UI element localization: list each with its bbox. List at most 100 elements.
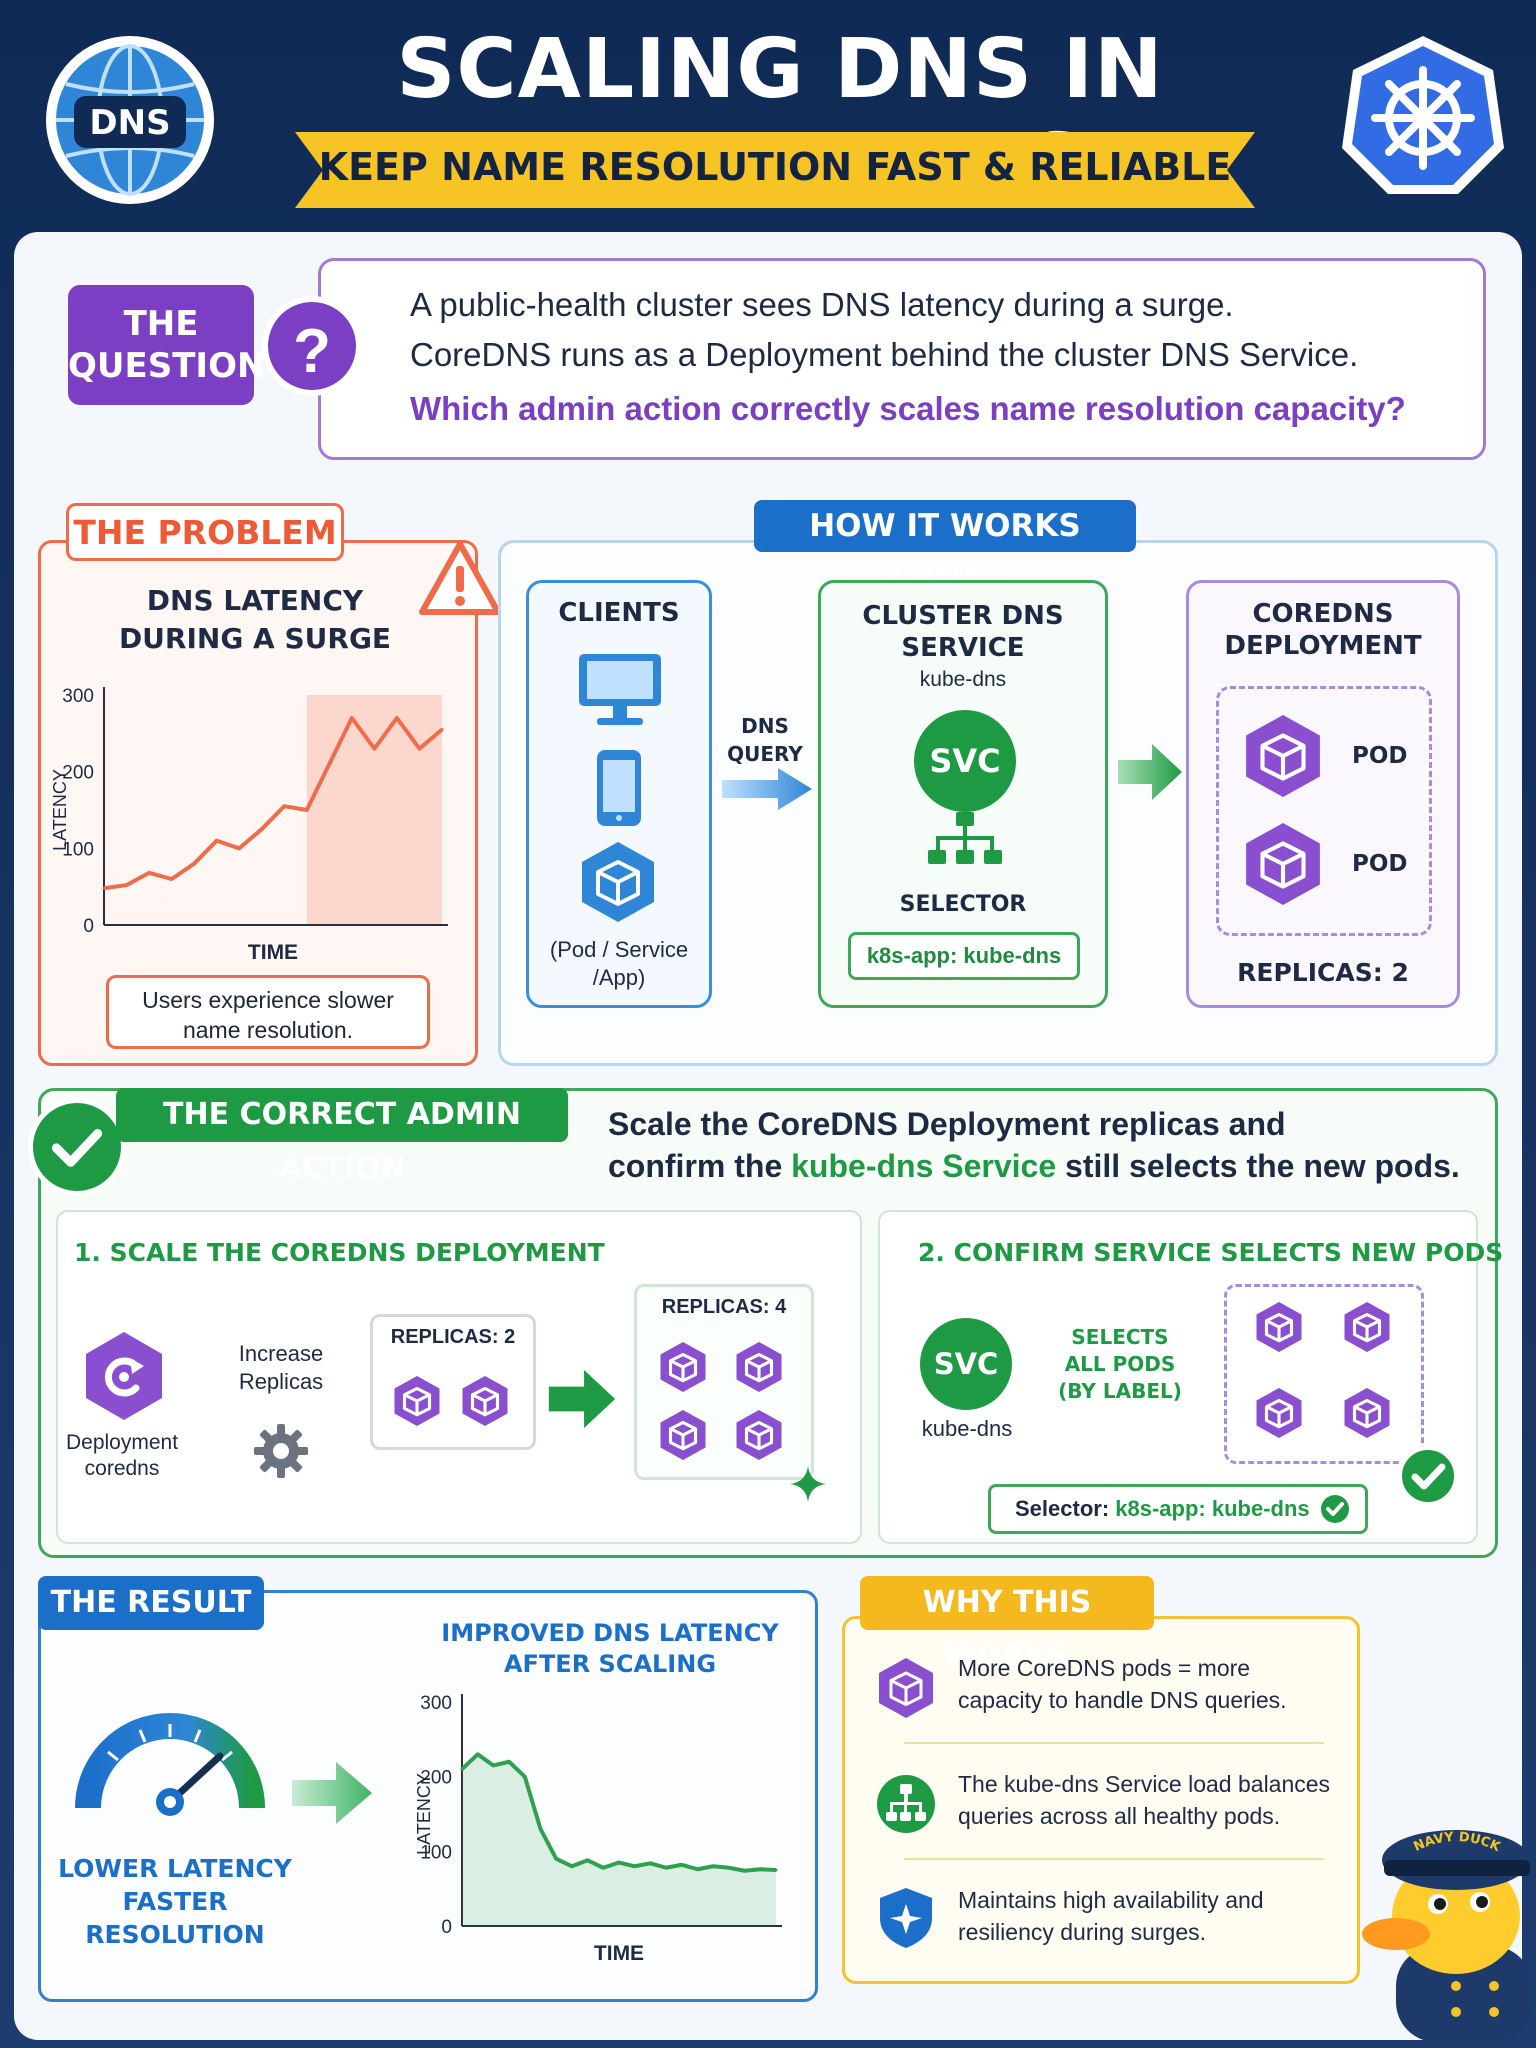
why-tab: WHY THIS WORKS — [860, 1576, 1154, 1674]
problem-note-2: name resolution. — [182, 1017, 354, 1043]
data-point — [601, 1866, 605, 1870]
coredns-deployment-title-2: DEPLOYMENT — [1224, 631, 1422, 661]
data-point — [617, 1861, 621, 1865]
deployment-icon — [86, 1332, 162, 1420]
pod-label: POD — [1352, 743, 1408, 769]
pod-cube-icon — [736, 1410, 782, 1460]
selects-label-3: (BY LABEL) — [1058, 1379, 1182, 1403]
admin-action-text-2: confirm the kube-dns Service still selec… — [608, 1148, 1460, 1185]
coredns-deployment-title: COREDNS DEPLOYMENT — [1186, 598, 1460, 662]
data-point — [102, 886, 106, 890]
divider — [904, 1858, 1324, 1860]
pod-cube-icon — [736, 1342, 782, 1392]
y-tick-label: 300 — [62, 686, 94, 707]
why-item-2-line-2: queries across all healthy pods. — [958, 1803, 1281, 1829]
increase-replicas-label: Increase Replicas — [226, 1340, 336, 1396]
data-point — [282, 804, 286, 808]
app-cube-icon — [582, 842, 654, 922]
step1-title: 1. SCALE THE COREDNS DEPLOYMENT — [74, 1238, 605, 1267]
admin-action-tab: THE CORRECT ADMIN ACTION — [116, 1088, 568, 1186]
problem-note: Users experience slower name resolution. — [106, 975, 430, 1049]
result-label-2: FASTER RESOLUTION — [85, 1887, 265, 1949]
clients-subtitle-1: (Pod / Service — [549, 937, 689, 962]
clients-title: CLIENTS — [558, 598, 680, 628]
data-point — [147, 871, 151, 875]
data-point — [539, 1827, 542, 1831]
increase-replicas-label-1: Increase — [238, 1341, 324, 1366]
problem-chart-title-1: DNS LATENCY — [146, 584, 364, 617]
data-point — [633, 1864, 637, 1868]
check-icon — [1321, 1495, 1349, 1523]
data-point — [586, 1858, 590, 1862]
why-item-3-line-2: resiliency during surges. — [958, 1919, 1207, 1945]
data-point — [648, 1861, 652, 1865]
data-point — [758, 1867, 762, 1871]
clients-subtitle-2: /App) — [592, 965, 646, 990]
pod-cube-icon — [660, 1342, 706, 1392]
y-tick-label: 0 — [441, 1917, 452, 1938]
question-mark-icon: ? — [262, 296, 362, 396]
why-item-3: Maintains high availability and resilien… — [958, 1884, 1338, 1948]
selects-label-1: SELECTS — [1071, 1325, 1169, 1349]
why-item-2: The kube-dns Service load balances queri… — [958, 1768, 1338, 1832]
data-point — [237, 846, 241, 850]
step2-title: 2. CONFIRM SERVICE SELECTS NEW PODS — [918, 1238, 1504, 1267]
subtitle-ribbon — [295, 132, 1255, 208]
data-point — [170, 877, 174, 881]
pods-group — [1216, 686, 1432, 936]
y-axis-label: LATENCY — [414, 1773, 434, 1855]
increase-replicas-label-2: Replicas — [238, 1369, 324, 1394]
result-label-1: LOWER LATENCY — [58, 1854, 292, 1883]
dns-query-label: DNS QUERY — [715, 712, 815, 768]
coredns-deployment-box — [1186, 580, 1460, 1008]
pod-cube-icon — [1246, 823, 1320, 905]
question-line-1: A public-health cluster sees DNS latency… — [410, 286, 1234, 323]
series-area — [462, 1754, 776, 1926]
result-chart-title-2: AFTER SCALING — [503, 1650, 717, 1678]
replicas-after-label: REPLICAS: 4 — [661, 1296, 787, 1318]
data-point — [215, 839, 219, 843]
selects-all-pods-label: SELECTS ALL PODS (BY LABEL) — [1050, 1324, 1190, 1405]
why-item-3-line-1: Maintains high availability and — [958, 1887, 1264, 1913]
scale-arrow-icon — [548, 1370, 616, 1428]
svc-badge: SVC — [920, 1318, 1012, 1410]
page-subtitle: KEEP NAME RESOLUTION FAST & RELIABLE — [318, 145, 1232, 189]
data-point — [507, 1760, 511, 1764]
service-to-deployment-arrow-icon — [1118, 744, 1182, 800]
divider — [904, 1742, 1324, 1744]
coredns-deployment-title-1: COREDNS — [1252, 599, 1394, 629]
y-tick-label: 300 — [420, 1693, 452, 1714]
kubernetes-logo-icon — [1342, 36, 1504, 194]
data-point — [491, 1763, 495, 1767]
data-point — [350, 716, 354, 720]
result-chart-title: IMPROVED DNS LATENCY AFTER SCALING — [430, 1618, 790, 1680]
monitor-icon — [579, 654, 661, 725]
cluster-dns-service-title: CLUSTER DNS SERVICE — [818, 600, 1108, 664]
result-arrow-icon — [292, 1762, 372, 1824]
pod-cube-icon — [879, 1658, 933, 1718]
y-axis-label: LATENCY — [52, 769, 70, 851]
data-point — [440, 728, 444, 731]
svc-badge: SVC — [914, 710, 1016, 812]
data-point — [727, 1866, 731, 1870]
selector-value: k8s-app: kube-dns — [848, 932, 1080, 980]
data-point — [743, 1869, 747, 1873]
sparkle-icon — [790, 1466, 826, 1502]
question-box — [318, 258, 1486, 460]
pod-label: POD — [1352, 851, 1408, 877]
dns-query-label-2: QUERY — [727, 742, 803, 766]
deployment-label-2: coredns — [84, 1457, 160, 1480]
pod-cube-icon — [1256, 1388, 1302, 1438]
replicas-before-label: REPLICAS: 2 — [390, 1326, 516, 1348]
pod-cube-icon — [660, 1410, 706, 1460]
selected-pods-group — [1224, 1284, 1424, 1464]
dns-logo-text: DNS — [89, 103, 170, 143]
data-point — [570, 1864, 574, 1868]
replicas-before-box — [370, 1314, 536, 1450]
x-axis-label: TIME — [594, 1942, 644, 1960]
gear-icon — [254, 1424, 308, 1478]
why-item-2-line-1: The kube-dns Service load balances — [958, 1771, 1331, 1797]
admin-action-text-2b: kube-dns Service — [791, 1148, 1057, 1184]
admin-action-text-2c: still selects the new pods. — [1056, 1148, 1460, 1184]
navy-duck-mascot-icon: NAVY DUCK — [1362, 1830, 1532, 2042]
